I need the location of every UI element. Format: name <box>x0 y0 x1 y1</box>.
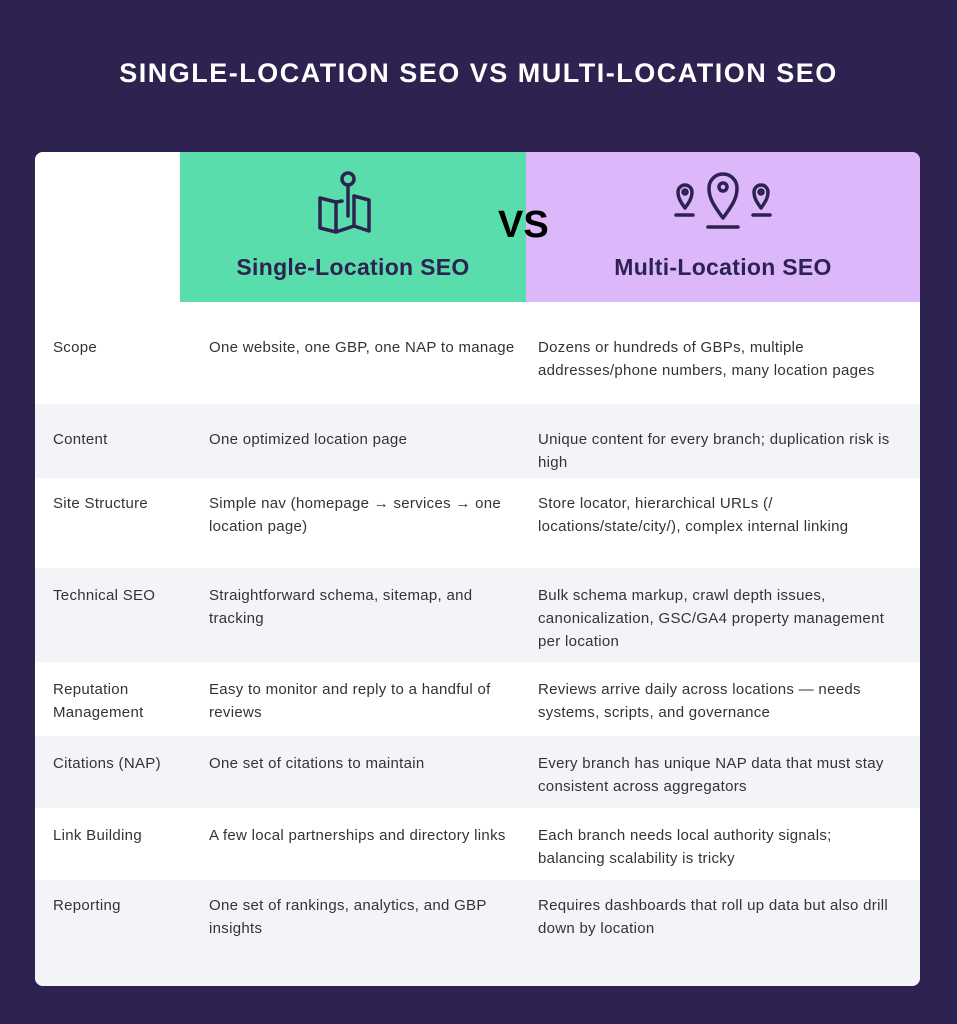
table-row: Reporting One set of rankings, analytics,… <box>35 880 920 986</box>
multi-location-cell: Every branch has unique NAP data that mu… <box>538 755 884 795</box>
multi-location-cell: Unique content for every branch; duplica… <box>538 431 890 471</box>
page-title: SINGLE-LOCATION SEO VS MULTI-LOCATION SE… <box>119 58 838 88</box>
vs-label: VS <box>498 204 549 246</box>
row-label: Reputation Management <box>53 681 144 721</box>
single-location-cell: One set of citations to maintain <box>209 755 425 772</box>
multi-location-cell: Each branch needs local authority signal… <box>538 827 832 867</box>
table-row: Technical SEO Straightforward schema, sit… <box>35 568 920 662</box>
single-location-title: Single-Location SEO <box>236 254 470 280</box>
single-location-cell: Straightforward schema, sitemap, and tra… <box>209 587 473 627</box>
multi-location-title: Multi-Location SEO <box>614 254 832 280</box>
map-pin-icon <box>318 171 371 234</box>
row-label: Scope <box>53 339 98 356</box>
single-location-cell: One website, one GBP, one NAP to manage <box>209 339 515 356</box>
multiple-pins-icon <box>674 172 772 229</box>
single-location-cell: A few local partnerships and directory l… <box>209 827 506 844</box>
table-row: Citations (NAP) One set of citations to m… <box>35 736 920 808</box>
single-location-cell: Easy to monitor and reply to a handful o… <box>209 681 491 721</box>
row-label: Link Building <box>53 827 142 844</box>
single-location-cell: One set of rankings, analytics, and GBP … <box>209 897 487 937</box>
table-body: Scope One website, one GBP, one NAP to ma… <box>35 302 920 986</box>
row-label: Content <box>53 431 108 448</box>
multi-location-cell: Dozens or hundreds of GBPs, multiple add… <box>538 339 875 379</box>
multi-location-cell: Reviews arrive daily across locations — … <box>538 681 861 721</box>
multi-location-header: Multi-Location SEO <box>526 152 920 302</box>
row-label: Citations (NAP) <box>53 755 161 772</box>
multi-location-cell: Bulk schema markup, crawl depth issues, … <box>538 587 885 650</box>
table-row: Scope One website, one GBP, one NAP to ma… <box>35 302 920 404</box>
row-label: Technical SEO <box>53 587 156 604</box>
table-row: Site Structure Simple nav (homepage → ser… <box>35 478 920 568</box>
row-label: Reporting <box>53 897 121 914</box>
single-location-header: Single-Location SEO <box>180 152 526 302</box>
multi-location-cell: Requires dashboards that roll up data bu… <box>538 897 888 937</box>
single-location-cell: Simple nav (homepage → services → one lo… <box>209 495 502 535</box>
table-header: Single-Location SEO Multi-Location SEO V… <box>35 152 920 302</box>
single-location-cell: One optimized location page <box>209 431 408 448</box>
table-row: Link Building A few local partnerships an… <box>35 808 920 880</box>
table-row: Reputation Management Easy to monitor and… <box>35 662 920 736</box>
row-label: Site Structure <box>53 495 149 512</box>
multi-location-cell: Store locator, hierarchical URLs (/ loca… <box>538 495 849 535</box>
table-row: Content One optimized location page Unique… <box>35 404 920 478</box>
comparison-table: Single-Location SEO Multi-Location SEO V… <box>35 152 920 986</box>
